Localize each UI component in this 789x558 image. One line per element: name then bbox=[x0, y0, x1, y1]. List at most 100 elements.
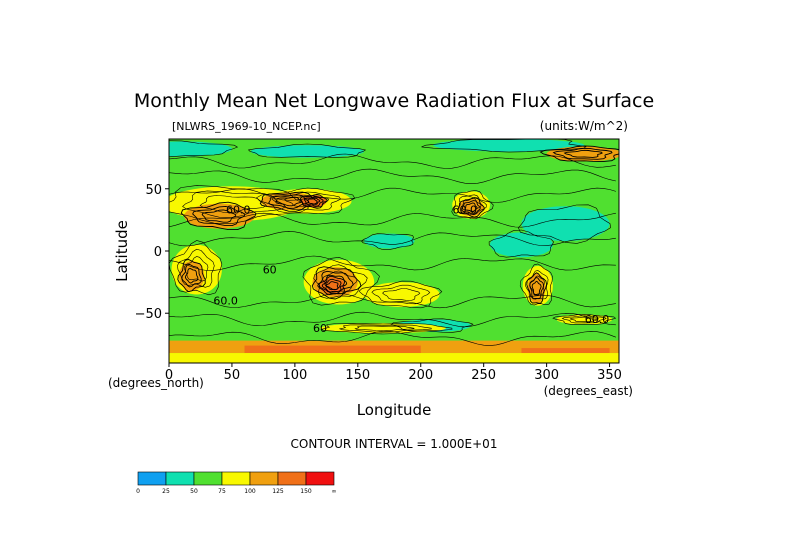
contour-line bbox=[169, 240, 223, 296]
colorbar-tick-label: 125 bbox=[272, 488, 284, 495]
contour-line bbox=[531, 280, 542, 296]
contour-line bbox=[181, 263, 202, 288]
units-label: (units:W/m^2) bbox=[540, 119, 628, 133]
contour-line bbox=[526, 272, 548, 304]
y-tick-label: 50 bbox=[145, 183, 162, 198]
contour-value-label: 60.0 bbox=[585, 313, 610, 326]
contour-line bbox=[325, 281, 339, 291]
field-patch bbox=[364, 233, 415, 249]
x-tick-label: 250 bbox=[471, 368, 496, 383]
contour-line bbox=[461, 200, 481, 215]
y-tick-label: 0 bbox=[154, 245, 162, 260]
contour-line bbox=[563, 149, 603, 158]
contour-line bbox=[529, 276, 545, 300]
contour-line bbox=[320, 322, 453, 335]
contour-lines bbox=[169, 139, 619, 346]
chart-title: Monthly Mean Net Longwave Radiation Flux… bbox=[134, 90, 654, 112]
contour-line bbox=[488, 229, 554, 258]
contour-line bbox=[169, 311, 616, 328]
field-band bbox=[244, 345, 421, 354]
colorbar-swatch bbox=[165, 471, 195, 486]
colorbar-swatch bbox=[305, 471, 335, 486]
x-tick-label: 0 bbox=[165, 368, 173, 383]
contour-line bbox=[275, 196, 302, 207]
field-band bbox=[169, 353, 619, 363]
contour-line bbox=[317, 276, 346, 295]
colorbar-tick-label: 150 bbox=[300, 488, 312, 495]
contour-labels: 60.0 60 60.0 60.0 60.0 60 bbox=[213, 204, 609, 335]
contour-line bbox=[519, 263, 553, 306]
field-patch bbox=[169, 141, 232, 157]
contour-line bbox=[525, 270, 549, 300]
field-patch bbox=[489, 232, 553, 258]
colorbar-swatch bbox=[221, 471, 251, 486]
colorbar-swatch bbox=[249, 471, 279, 486]
contour-line bbox=[539, 145, 619, 163]
colorbar-tick-label: 50 bbox=[190, 488, 198, 495]
filled-contour-field bbox=[169, 139, 619, 363]
field-patch bbox=[521, 206, 610, 242]
colorbar-tick-label: 75 bbox=[218, 488, 226, 495]
contour-line bbox=[199, 195, 267, 213]
contour-line bbox=[300, 194, 328, 209]
x-unit-label: (degrees_east) bbox=[544, 384, 633, 398]
colorbar-tick-label: ∞ bbox=[332, 488, 337, 495]
contour-line bbox=[169, 185, 310, 224]
x-tick-label: 200 bbox=[408, 368, 433, 383]
contour-line bbox=[561, 315, 607, 324]
contour-line bbox=[464, 202, 478, 213]
contour-line bbox=[390, 318, 474, 333]
contour-line bbox=[313, 264, 368, 299]
contour-line bbox=[255, 187, 356, 215]
file-label: [NLWRS_1969-10_NCEP.nc] bbox=[172, 120, 321, 133]
contour-interval-label: CONTOUR INTERVAL = 1.000E+01 bbox=[291, 437, 498, 451]
contour-line bbox=[268, 194, 310, 209]
contour-line bbox=[184, 268, 199, 284]
contour-line bbox=[354, 325, 415, 332]
contour-line bbox=[183, 256, 209, 282]
colorbar-swatch bbox=[193, 471, 223, 486]
contour-value-label: 60.0 bbox=[213, 295, 238, 308]
contour-line bbox=[169, 255, 616, 271]
colorbar-swatch bbox=[137, 471, 167, 486]
x-tick-label: 100 bbox=[282, 368, 307, 383]
colorbar-tick-label: 0 bbox=[136, 488, 140, 495]
contour-line bbox=[302, 256, 380, 306]
contour-line bbox=[382, 288, 421, 301]
contour-line bbox=[169, 212, 616, 228]
contour-line bbox=[169, 153, 616, 169]
contour-line bbox=[552, 313, 617, 325]
contour-line bbox=[201, 209, 237, 223]
contour-value-label: 60.0 bbox=[453, 204, 478, 217]
colorbar: 0 25 50 75 100 125 150 ∞ bbox=[136, 471, 337, 495]
colorbar-tick-label: 100 bbox=[244, 488, 256, 495]
contour-line bbox=[169, 292, 616, 309]
x-tick-label: 150 bbox=[345, 368, 370, 383]
contour-line bbox=[169, 140, 239, 158]
contour-line bbox=[182, 190, 287, 218]
contour-line bbox=[451, 190, 494, 220]
contour-value-label: 60.0 bbox=[226, 204, 251, 217]
colorbar-tick-label: 25 bbox=[162, 488, 170, 495]
x-tick-label: 350 bbox=[597, 368, 622, 383]
contour-line bbox=[177, 259, 206, 293]
contour-line bbox=[177, 248, 215, 288]
contour-line bbox=[457, 197, 485, 218]
contour-line bbox=[192, 205, 246, 227]
x-axis-ticks: 0 50 100 150 200 250 300 350 bbox=[165, 363, 622, 383]
contour-line bbox=[169, 330, 617, 346]
contour-line bbox=[247, 143, 367, 158]
contour-line bbox=[569, 316, 600, 323]
contour-line bbox=[259, 191, 318, 212]
contour-line bbox=[358, 280, 443, 309]
contour-line bbox=[321, 278, 342, 293]
contour-line bbox=[169, 231, 616, 247]
contour-line bbox=[169, 187, 616, 203]
contour-line bbox=[338, 324, 432, 333]
field-patch bbox=[250, 145, 365, 158]
contour-value-label: 60 bbox=[313, 322, 327, 335]
x-tick-label: 50 bbox=[224, 368, 241, 383]
x-tick-label: 300 bbox=[534, 368, 559, 383]
contour-line bbox=[518, 204, 611, 244]
